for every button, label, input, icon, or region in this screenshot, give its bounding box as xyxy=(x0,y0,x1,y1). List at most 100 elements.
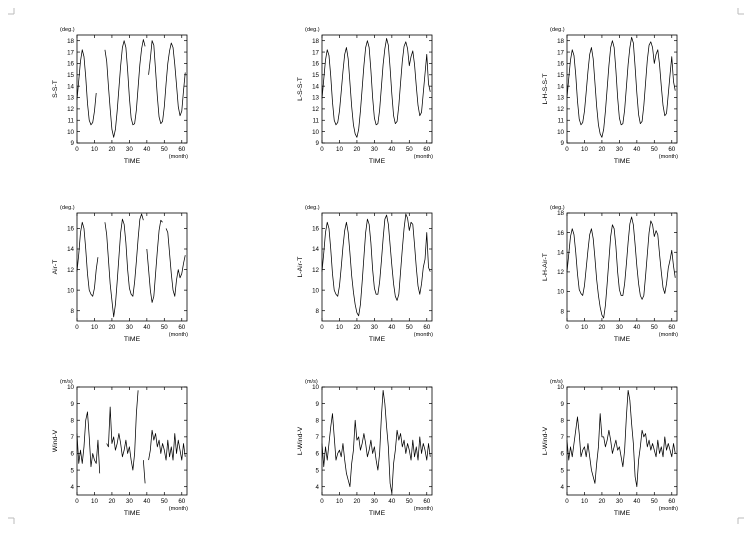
y-tick-label: 10 xyxy=(557,384,564,391)
x-tick-label: 60 xyxy=(423,146,430,153)
y-tick-label: 6 xyxy=(316,451,320,458)
y-tick-label: 11 xyxy=(313,117,320,124)
y-tick-label: 14 xyxy=(312,246,319,253)
x-tick-label: 50 xyxy=(161,324,168,331)
y-tick-label: 12 xyxy=(557,269,564,276)
x-tick-label: 10 xyxy=(336,324,343,331)
x-tick-label: 30 xyxy=(371,324,378,331)
series-line xyxy=(566,36,676,138)
x-tick-label: 20 xyxy=(598,324,605,331)
y-tick-label: 12 xyxy=(67,106,74,113)
y-tick-label: 12 xyxy=(67,267,74,274)
plot-frame xyxy=(76,386,188,496)
y-tick-label: 16 xyxy=(557,61,564,68)
series-line xyxy=(76,39,186,138)
unit-label: (m/s) xyxy=(305,379,318,385)
unit-label: (deg.) xyxy=(305,205,320,211)
x-tick-label: 60 xyxy=(668,498,675,505)
unit-label: (m/s) xyxy=(60,379,73,385)
x-axis-label: TIME xyxy=(614,510,631,517)
plot-frame xyxy=(321,212,433,322)
x-tick-label: 50 xyxy=(651,146,658,153)
x-unit-label: (month) xyxy=(659,332,678,338)
x-tick-label: 20 xyxy=(353,146,360,153)
x-tick-label: 30 xyxy=(616,498,623,505)
x-tick-label: 10 xyxy=(91,324,98,331)
y-tick-label: 5 xyxy=(71,467,75,474)
y-tick-label: 16 xyxy=(67,61,74,68)
series-line xyxy=(76,390,186,484)
y-tick-label: 8 xyxy=(316,308,320,315)
x-tick-label: 40 xyxy=(143,324,150,331)
y-tick-label: 18 xyxy=(557,38,564,45)
x-tick-label: 0 xyxy=(320,146,324,153)
x-tick-label: 20 xyxy=(353,324,360,331)
chart-panel-8: 4 5 6 7 8 9 10 0 10 20 30 40 50 60 (m/s) L-Wind-V TIME (m… xyxy=(542,379,678,517)
y-tick-label: 11 xyxy=(558,117,565,124)
y-tick-label: 13 xyxy=(557,95,564,102)
y-tick-label: 4 xyxy=(316,484,320,491)
chart-panel-3: 8 10 12 14 16 0 10 20 30 40 50 60 (deg.) Air-T TIME (mo… xyxy=(52,205,188,343)
x-tick-label: 40 xyxy=(143,498,150,505)
plot-frame xyxy=(76,34,188,144)
y-tick-label: 5 xyxy=(561,467,565,474)
y-axis-label: Air-T xyxy=(52,260,59,275)
y-tick-label: 8 xyxy=(71,308,75,315)
y-tick-label: 18 xyxy=(67,38,74,45)
x-tick-label: 50 xyxy=(161,146,168,153)
y-tick-label: 10 xyxy=(312,384,319,391)
y-tick-label: 12 xyxy=(557,106,564,113)
plot-frame xyxy=(76,212,188,322)
x-tick-label: 40 xyxy=(633,498,640,505)
y-tick-label: 10 xyxy=(312,129,319,136)
x-tick-label: 50 xyxy=(651,498,658,505)
x-unit-label: (month) xyxy=(169,154,188,160)
x-tick-label: 30 xyxy=(616,146,623,153)
y-tick-label: 7 xyxy=(71,434,75,441)
y-tick-label: 7 xyxy=(561,434,565,441)
y-tick-label: 10 xyxy=(312,287,319,294)
x-tick-label: 20 xyxy=(108,324,115,331)
y-axis-label: L-H-Air-T xyxy=(542,253,549,281)
y-tick-label: 16 xyxy=(312,226,319,233)
y-tick-label: 17 xyxy=(67,49,74,56)
y-tick-label: 5 xyxy=(316,467,320,474)
chart-panel-6: 4 5 6 7 8 9 10 0 10 20 30 40 50 60 (m/s) Wind-V TIME (mon… xyxy=(52,379,188,517)
plot-frame xyxy=(321,34,433,144)
x-tick-label: 10 xyxy=(336,146,343,153)
x-tick-label: 30 xyxy=(371,498,378,505)
y-tick-label: 10 xyxy=(557,129,564,136)
y-tick-label: 17 xyxy=(312,49,319,56)
x-unit-label: (month) xyxy=(169,332,188,338)
y-axis-label: S-S-T xyxy=(52,80,59,98)
x-tick-label: 60 xyxy=(423,498,430,505)
x-tick-label: 20 xyxy=(353,498,360,505)
chart-panel-4: 8 10 12 14 16 0 10 20 30 40 50 60 (deg.) L-Air-T TIME (… xyxy=(297,205,433,343)
x-unit-label: (month) xyxy=(659,506,678,512)
x-tick-label: 0 xyxy=(565,498,569,505)
x-tick-label: 0 xyxy=(565,146,569,153)
unit-label: (deg.) xyxy=(60,27,75,33)
y-tick-label: 9 xyxy=(71,401,75,408)
plot-frame xyxy=(566,386,678,496)
x-tick-label: 10 xyxy=(581,146,588,153)
chart-panel-5: 8 10 12 14 16 18 0 10 20 30 40 50 60 (deg.) L-H-Air-T T… xyxy=(542,205,678,343)
x-tick-label: 20 xyxy=(108,498,115,505)
y-tick-label: 14 xyxy=(557,249,564,256)
x-tick-label: 60 xyxy=(423,324,430,331)
x-tick-label: 60 xyxy=(178,324,185,331)
y-tick-label: 9 xyxy=(71,140,75,147)
x-tick-label: 10 xyxy=(91,498,98,505)
x-tick-label: 50 xyxy=(406,146,413,153)
x-tick-label: 10 xyxy=(581,324,588,331)
x-tick-label: 40 xyxy=(633,146,640,153)
y-axis-label: L-S-S-T xyxy=(297,77,304,101)
x-tick-label: 10 xyxy=(581,498,588,505)
y-tick-label: 4 xyxy=(71,484,75,491)
x-tick-label: 30 xyxy=(126,146,133,153)
x-tick-label: 30 xyxy=(616,324,623,331)
series-line xyxy=(321,389,431,494)
x-tick-label: 50 xyxy=(651,324,658,331)
y-tick-label: 6 xyxy=(71,451,75,458)
